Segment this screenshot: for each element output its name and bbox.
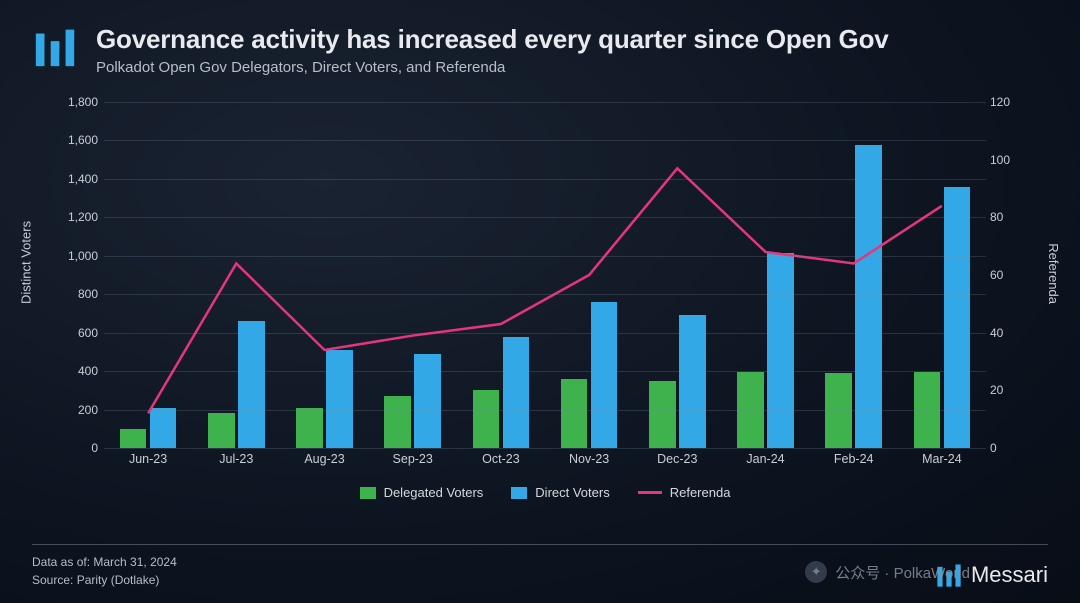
ytick-left: 0 <box>56 441 98 455</box>
x-tick-label: Oct-23 <box>482 452 520 466</box>
grid-line <box>104 333 986 334</box>
ytick-right: 80 <box>990 210 1028 224</box>
grid-line <box>104 256 986 257</box>
ytick-left: 1,600 <box>56 133 98 147</box>
ytick-left: 1,800 <box>56 95 98 109</box>
x-tick-label: Jul-23 <box>219 452 253 466</box>
grid-line <box>104 294 986 295</box>
plot-region: Jun-23Jul-23Aug-23Sep-23Oct-23Nov-23Dec-… <box>104 102 986 448</box>
legend-swatch <box>638 491 662 494</box>
line-layer <box>104 102 986 448</box>
x-tick-label: Feb-24 <box>834 452 874 466</box>
ytick-right: 60 <box>990 268 1028 282</box>
ytick-left: 400 <box>56 364 98 378</box>
x-tick-label: Nov-23 <box>569 452 609 466</box>
ytick-right: 40 <box>990 326 1028 340</box>
messari-logo-icon <box>32 24 78 75</box>
ytick-right: 100 <box>990 153 1028 167</box>
ytick-left: 1,200 <box>56 210 98 224</box>
y-axis-left-label: Distinct Voters <box>19 221 34 304</box>
x-tick-label: Jun-23 <box>129 452 167 466</box>
legend-item-direct: Direct Voters <box>511 485 609 500</box>
data-as-of-label: Data as of: <box>32 555 90 569</box>
grid-line <box>104 140 986 141</box>
wechat-icon: ✦ <box>805 561 827 583</box>
ytick-left: 200 <box>56 403 98 417</box>
grid-line <box>104 410 986 411</box>
watermark-text: 公众号 · PolkaWorld <box>835 562 970 583</box>
x-tick-label: Sep-23 <box>393 452 433 466</box>
source-label: Source: <box>32 573 73 587</box>
chart-area: Distinct Voters Referenda Jun-23Jul-23Au… <box>32 94 1048 514</box>
header: Governance activity has increased every … <box>32 24 1048 76</box>
y-axis-right-label: Referenda <box>1047 243 1062 304</box>
data-as-of-value: March 31, 2024 <box>93 555 176 569</box>
grid-line <box>104 102 986 103</box>
grid-line <box>104 371 986 372</box>
ytick-left: 800 <box>56 287 98 301</box>
watermark: ✦ 公众号 · PolkaWorld <box>805 561 970 583</box>
ytick-right: 0 <box>990 441 1028 455</box>
legend-label: Direct Voters <box>535 485 609 500</box>
legend-swatch <box>511 487 527 499</box>
ytick-left: 1,000 <box>56 249 98 263</box>
x-tick-label: Dec-23 <box>657 452 697 466</box>
x-axis-labels: Jun-23 Jul-23 Aug-23 Sep-23 Oct-23 Nov-23 Dec-… <box>104 452 986 472</box>
x-tick-label: Jan-24 <box>746 452 784 466</box>
grid-line <box>104 448 986 449</box>
ytick-right: 20 <box>990 383 1028 397</box>
brand-label: Messari <box>971 562 1048 588</box>
ytick-left: 1,400 <box>56 172 98 186</box>
legend-label: Delegated Voters <box>384 485 484 500</box>
legend: Delegated Voters Direct Voters Referenda <box>104 485 986 500</box>
source-value: Parity (Dotlake) <box>77 573 160 587</box>
legend-item-referenda: Referenda <box>638 485 731 500</box>
ytick-right: 120 <box>990 95 1028 109</box>
referenda-line <box>148 168 942 413</box>
legend-label: Referenda <box>670 485 731 500</box>
grid-line <box>104 179 986 180</box>
x-tick-label: Mar-24 <box>922 452 962 466</box>
legend-swatch <box>360 487 376 499</box>
grid-line <box>104 217 986 218</box>
chart-subtitle: Polkadot Open Gov Delegators, Direct Vot… <box>96 59 889 76</box>
chart-title: Governance activity has increased every … <box>96 24 889 55</box>
x-tick-label: Aug-23 <box>304 452 344 466</box>
ytick-left: 600 <box>56 326 98 340</box>
legend-item-delegated: Delegated Voters <box>360 485 484 500</box>
